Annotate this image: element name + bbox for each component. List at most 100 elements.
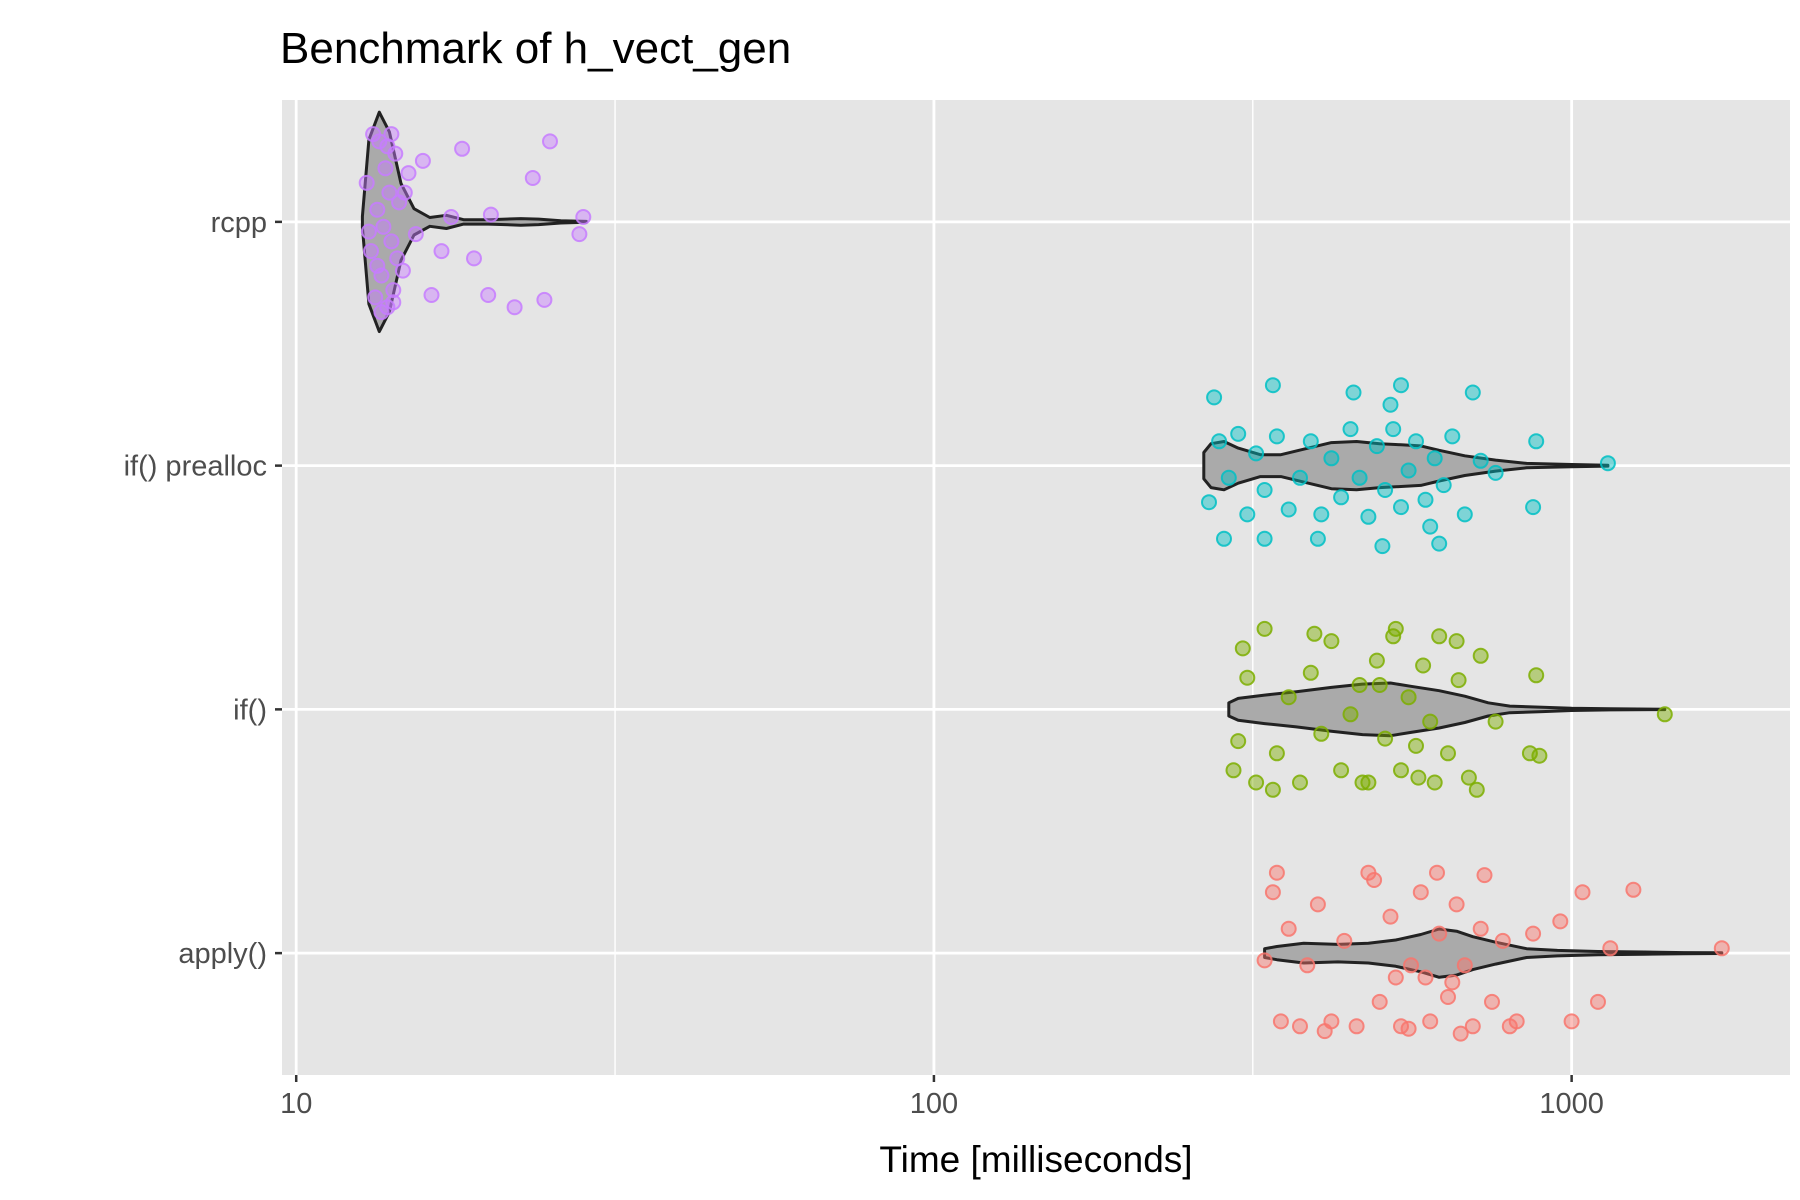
data-point xyxy=(407,226,424,243)
data-point xyxy=(1302,433,1319,450)
data-point xyxy=(1400,462,1417,479)
x-axis-title: Time [milliseconds] xyxy=(879,1139,1192,1180)
data-point xyxy=(383,126,400,143)
data-point xyxy=(1342,706,1359,723)
data-point xyxy=(1448,896,1465,913)
data-point xyxy=(1472,452,1489,469)
data-point xyxy=(1220,469,1237,486)
data-point xyxy=(1292,469,1308,486)
data-point xyxy=(480,287,497,303)
data-point xyxy=(1435,477,1452,494)
data-point xyxy=(1216,530,1232,547)
data-point xyxy=(1299,957,1316,974)
data-point xyxy=(454,140,471,157)
data-point xyxy=(1484,993,1500,1010)
data-point xyxy=(575,209,592,225)
data-point xyxy=(1599,455,1616,472)
data-point xyxy=(1625,881,1642,898)
data-point xyxy=(1234,640,1251,657)
data-point xyxy=(1316,1023,1333,1040)
data-point xyxy=(1656,706,1673,723)
data-point xyxy=(381,184,398,201)
data-point xyxy=(1431,628,1448,645)
data-point xyxy=(1431,535,1448,552)
data-point xyxy=(1429,864,1445,881)
data-point xyxy=(1472,920,1489,937)
data-point xyxy=(1525,925,1542,942)
data-point xyxy=(377,160,394,177)
data-point xyxy=(373,304,390,321)
data-point xyxy=(1256,530,1273,547)
data-point xyxy=(1431,925,1448,942)
data-point xyxy=(1448,633,1465,650)
data-point xyxy=(1377,730,1394,747)
y-tick-label: apply() xyxy=(178,938,267,970)
x-axis: 10 100 1000 xyxy=(280,1075,1604,1120)
data-point xyxy=(1354,774,1371,791)
data-point xyxy=(536,291,553,308)
data-point xyxy=(1256,952,1273,969)
data-point xyxy=(1377,482,1394,498)
data-point xyxy=(1472,647,1489,664)
data-point xyxy=(414,152,431,169)
data-point xyxy=(466,250,482,267)
data-point xyxy=(369,201,386,218)
data-point xyxy=(1309,530,1326,547)
data-point xyxy=(1408,433,1424,450)
data-point xyxy=(1426,774,1443,791)
data-point xyxy=(1280,689,1297,706)
data-point xyxy=(1336,932,1353,949)
data-point xyxy=(1440,989,1456,1005)
data-point xyxy=(365,126,382,143)
data-point xyxy=(1501,1018,1518,1035)
data-point xyxy=(1230,733,1247,750)
data-point xyxy=(1351,677,1368,693)
data-point xyxy=(1410,769,1427,786)
plot-panel xyxy=(282,100,1790,1075)
data-point xyxy=(363,243,379,260)
data-point xyxy=(1345,384,1362,401)
data-point xyxy=(1590,993,1606,1010)
data-point xyxy=(1385,421,1402,438)
x-tick-label: 1000 xyxy=(1539,1088,1604,1120)
data-point xyxy=(1426,450,1443,467)
data-point xyxy=(1382,396,1399,413)
data-point xyxy=(1342,421,1359,438)
data-point xyxy=(1313,725,1330,742)
data-point xyxy=(1464,1018,1481,1035)
data-point xyxy=(1374,538,1391,555)
y-tick-label: rcpp xyxy=(211,207,267,239)
data-point xyxy=(1531,747,1548,764)
data-point xyxy=(1713,940,1730,957)
data-point xyxy=(1272,1013,1289,1030)
data-point xyxy=(394,262,411,279)
data-point xyxy=(1264,781,1281,798)
data-point xyxy=(1452,1025,1469,1042)
data-point xyxy=(1256,620,1273,637)
data-point xyxy=(1366,872,1383,888)
data-point xyxy=(1528,667,1545,684)
data-point xyxy=(396,184,413,201)
data-point xyxy=(1302,664,1319,681)
data-point xyxy=(1248,774,1265,791)
data-point xyxy=(423,287,440,303)
chart-title: Benchmark of h_vect_gen xyxy=(280,24,791,73)
data-point xyxy=(1248,445,1265,462)
data-point xyxy=(1602,940,1619,957)
data-point xyxy=(1306,625,1323,642)
data-point xyxy=(1393,377,1409,394)
data-point xyxy=(1456,506,1473,523)
data-point xyxy=(1371,677,1388,693)
data-point xyxy=(1487,713,1504,730)
data-point xyxy=(1460,769,1477,786)
data-point xyxy=(1280,920,1297,937)
data-point xyxy=(1268,864,1285,881)
data-point xyxy=(1256,482,1273,498)
data-point xyxy=(1239,669,1256,686)
data-point xyxy=(369,257,386,274)
data-point xyxy=(360,223,377,240)
data-point xyxy=(1444,428,1461,445)
data-point xyxy=(1400,689,1417,706)
data-point xyxy=(1450,672,1467,689)
